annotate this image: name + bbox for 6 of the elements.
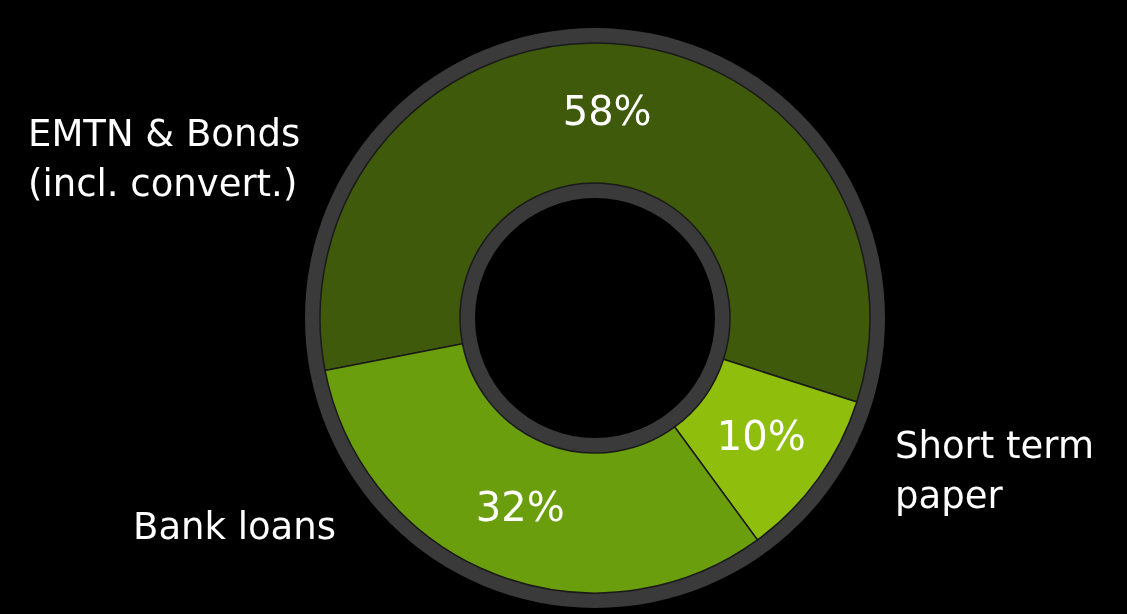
slice-label: EMTN & Bonds (incl. convert.) [28,112,301,205]
data-label: 32% [475,483,565,530]
slice-label: Short term paper [895,424,1094,517]
data-label: 10% [716,412,806,459]
slice-label: Bank loans [133,505,337,548]
data-label: 58% [562,88,652,135]
